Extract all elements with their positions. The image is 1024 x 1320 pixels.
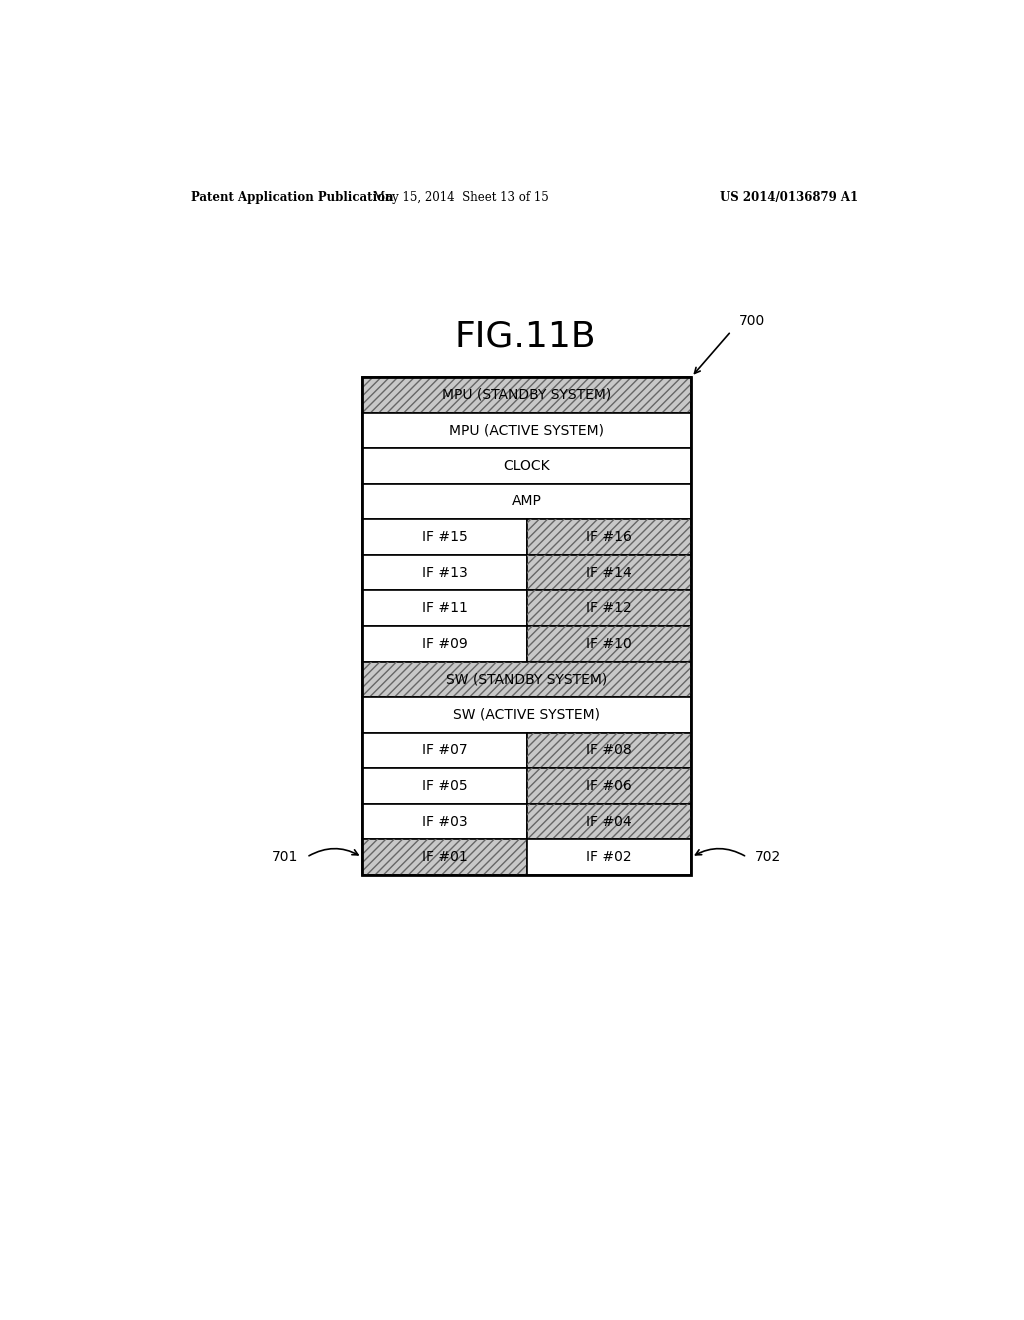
Bar	[362, 378, 691, 875]
Text: IF #03: IF #03	[422, 814, 467, 829]
Bar	[526, 733, 691, 768]
Bar	[526, 590, 691, 626]
Text: IF #16: IF #16	[586, 531, 632, 544]
Text: FIG.11B: FIG.11B	[454, 319, 596, 354]
Text: US 2014/0136879 A1: US 2014/0136879 A1	[720, 190, 858, 203]
Text: AMP: AMP	[512, 495, 542, 508]
Bar	[362, 483, 691, 519]
Text: IF #07: IF #07	[422, 743, 467, 758]
Bar	[362, 626, 526, 661]
Text: 700: 700	[739, 314, 765, 329]
Text: IF #10: IF #10	[587, 636, 632, 651]
Text: IF #09: IF #09	[422, 636, 467, 651]
Text: IF #05: IF #05	[422, 779, 467, 793]
Bar	[362, 519, 526, 554]
Bar	[526, 733, 691, 768]
Bar	[526, 626, 691, 661]
Text: SW (ACTIVE SYSTEM): SW (ACTIVE SYSTEM)	[454, 708, 600, 722]
Bar	[362, 590, 526, 626]
Bar	[362, 804, 526, 840]
Bar	[362, 840, 526, 875]
Text: May 15, 2014  Sheet 13 of 15: May 15, 2014 Sheet 13 of 15	[374, 190, 549, 203]
Bar	[526, 519, 691, 554]
Text: IF #08: IF #08	[587, 743, 632, 758]
Text: IF #06: IF #06	[587, 779, 632, 793]
Bar	[362, 447, 691, 483]
Text: IF #04: IF #04	[587, 814, 632, 829]
Text: IF #01: IF #01	[422, 850, 467, 865]
Text: MPU (ACTIVE SYSTEM): MPU (ACTIVE SYSTEM)	[450, 424, 604, 437]
Text: CLOCK: CLOCK	[504, 459, 550, 473]
Bar	[362, 378, 691, 413]
Bar	[526, 804, 691, 840]
Bar	[526, 590, 691, 626]
Text: MPU (STANDBY SYSTEM): MPU (STANDBY SYSTEM)	[442, 388, 611, 401]
Bar	[362, 733, 526, 768]
Bar	[526, 804, 691, 840]
Bar	[362, 697, 691, 733]
Bar	[362, 840, 526, 875]
Bar	[362, 413, 691, 447]
Text: Patent Application Publication: Patent Application Publication	[191, 190, 394, 203]
Bar	[526, 554, 691, 590]
Text: IF #15: IF #15	[422, 531, 467, 544]
Bar	[526, 840, 691, 875]
Text: SW (STANDBY SYSTEM): SW (STANDBY SYSTEM)	[446, 672, 607, 686]
Bar	[362, 768, 526, 804]
Text: IF #13: IF #13	[422, 565, 467, 579]
Bar	[526, 768, 691, 804]
Bar	[362, 554, 526, 590]
Text: IF #11: IF #11	[422, 601, 467, 615]
Text: 702: 702	[755, 850, 781, 865]
Bar	[526, 519, 691, 554]
Bar	[526, 626, 691, 661]
Text: IF #14: IF #14	[587, 565, 632, 579]
Bar	[362, 661, 691, 697]
Text: IF #02: IF #02	[587, 850, 632, 865]
Text: IF #12: IF #12	[587, 601, 632, 615]
Bar	[526, 768, 691, 804]
Text: 701: 701	[272, 850, 299, 865]
Bar	[362, 378, 691, 413]
Bar	[362, 661, 691, 697]
Bar	[526, 554, 691, 590]
